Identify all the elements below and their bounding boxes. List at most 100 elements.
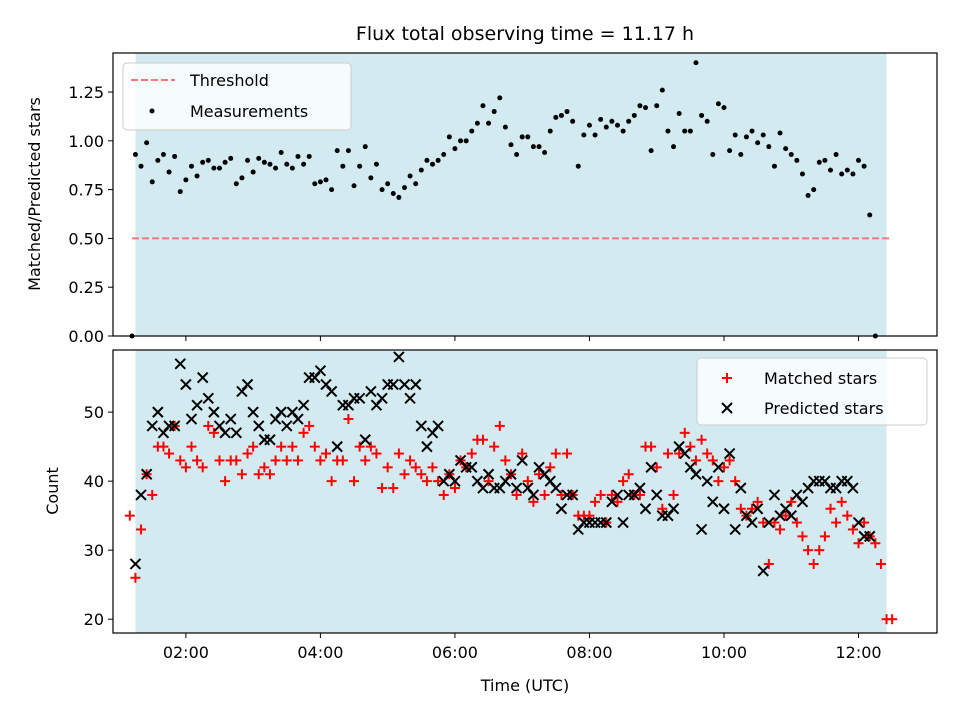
predicted-star-point — [314, 365, 327, 377]
measurement-point — [362, 144, 368, 150]
predicted-star-point — [667, 503, 680, 515]
x-tick-label: 12:00 — [835, 643, 881, 662]
measurement-point — [704, 118, 710, 124]
matched-star-point — [679, 427, 690, 438]
matched-star-point — [595, 489, 606, 500]
matched-star-point — [780, 510, 791, 521]
matched-star-point — [433, 476, 444, 487]
predicted-star-point — [639, 503, 652, 515]
matched-star-point — [522, 476, 533, 487]
predicted-star-point — [864, 530, 876, 543]
bottom-legend: Matched stars Predicted stars — [696, 357, 928, 426]
measurement-point — [755, 140, 761, 146]
bottom-x-ticks: 02:00 04:00 06:00 08:00 10:00 12:00 — [163, 633, 882, 662]
matched-star-point — [797, 531, 808, 542]
predicted-star-point — [735, 482, 747, 494]
measurement-point — [256, 155, 262, 161]
predicted-star-point — [230, 427, 243, 439]
measurement-point — [777, 130, 783, 136]
legend-threshold-label: Threshold — [189, 71, 269, 90]
matched-star-point — [758, 517, 769, 528]
predicted-star-point — [550, 482, 562, 494]
measurement-point — [715, 101, 721, 107]
measurement-point — [430, 161, 436, 167]
matched-star-point — [343, 414, 354, 425]
matched-star-point — [584, 510, 595, 521]
measurement-point — [732, 132, 738, 138]
measurement-point — [407, 173, 413, 179]
measurement-point — [867, 212, 873, 218]
measurement-point — [659, 87, 665, 93]
matched-star-point — [326, 476, 337, 487]
measurement-point — [385, 181, 391, 187]
matched-star-point — [528, 496, 539, 507]
matched-star-point — [158, 441, 169, 452]
matched-star-point — [136, 524, 147, 535]
matched-star-point — [730, 476, 741, 487]
measurement-point — [340, 163, 346, 169]
matched-star-point — [870, 538, 881, 549]
matched-star-point — [304, 420, 315, 431]
matched-star-point — [634, 489, 645, 500]
matched-star-point — [124, 510, 135, 521]
matched-star-point — [248, 441, 259, 452]
top-panel: 0.00 0.25 0.50 0.75 1.00 1.25 Matched/Predict… — [25, 52, 938, 346]
predicted-star-point — [466, 461, 478, 474]
measurement-point — [525, 134, 531, 140]
matched-star-point — [724, 455, 735, 466]
measurement-point — [727, 148, 733, 154]
predicted-star-point — [325, 385, 338, 398]
y-tick-label: 1.00 — [68, 132, 104, 151]
top-legend: Threshold Measurements — [122, 62, 352, 131]
predicted-star-point — [785, 509, 797, 522]
measurement-point — [648, 148, 654, 154]
measurement-point — [177, 189, 183, 195]
x-tick-label: 10:00 — [701, 643, 747, 662]
matched-star-point — [668, 489, 679, 500]
measurement-point — [497, 95, 503, 101]
predicted-star-point — [449, 475, 461, 487]
matched-star-point — [646, 441, 657, 452]
legend-predicted-marker — [721, 402, 733, 414]
bottom-y-ticks: 20 30 40 50 — [84, 403, 113, 629]
matched-star-point — [147, 489, 158, 500]
measurement-point — [609, 118, 615, 124]
measurement-point — [183, 177, 189, 183]
predicted-star-point — [331, 440, 343, 453]
predicted-star-point — [196, 371, 209, 384]
measurement-point — [396, 194, 402, 200]
measurement-point — [194, 173, 200, 179]
measurement-point — [295, 153, 301, 159]
matched-star-point — [500, 455, 511, 466]
measurement-point — [547, 128, 553, 134]
matched-star-point — [847, 524, 858, 535]
matched-star-point — [539, 489, 550, 500]
y-tick-label: 1.25 — [68, 83, 104, 102]
measurement-point — [699, 112, 705, 118]
matched-star-point — [511, 489, 522, 500]
predicted-star-point — [365, 385, 377, 398]
predicted-star-point — [712, 461, 725, 474]
measurement-point — [586, 122, 592, 128]
measurement-point — [783, 146, 789, 152]
measurement-point — [351, 183, 357, 189]
matched-star-point — [803, 545, 814, 556]
predicted-star-point — [275, 406, 287, 418]
matched-star-point — [236, 469, 247, 480]
measurement-point — [138, 163, 144, 169]
predicted-star-point — [796, 496, 809, 508]
matched-star-point — [534, 469, 545, 480]
measurement-point — [816, 159, 822, 165]
measurement-point — [205, 157, 211, 163]
matched-star-point — [651, 462, 662, 473]
measurement-point — [441, 151, 447, 157]
measurement-point — [614, 122, 620, 128]
predicted-star-point — [297, 399, 310, 411]
measurement-points — [129, 60, 878, 339]
predicted-star-point — [387, 378, 399, 391]
matched-star-point — [819, 531, 830, 542]
predicted-star-point — [225, 413, 237, 425]
measurement-point — [811, 187, 817, 193]
measurement-point — [312, 181, 318, 187]
matched-star-point — [545, 462, 556, 473]
